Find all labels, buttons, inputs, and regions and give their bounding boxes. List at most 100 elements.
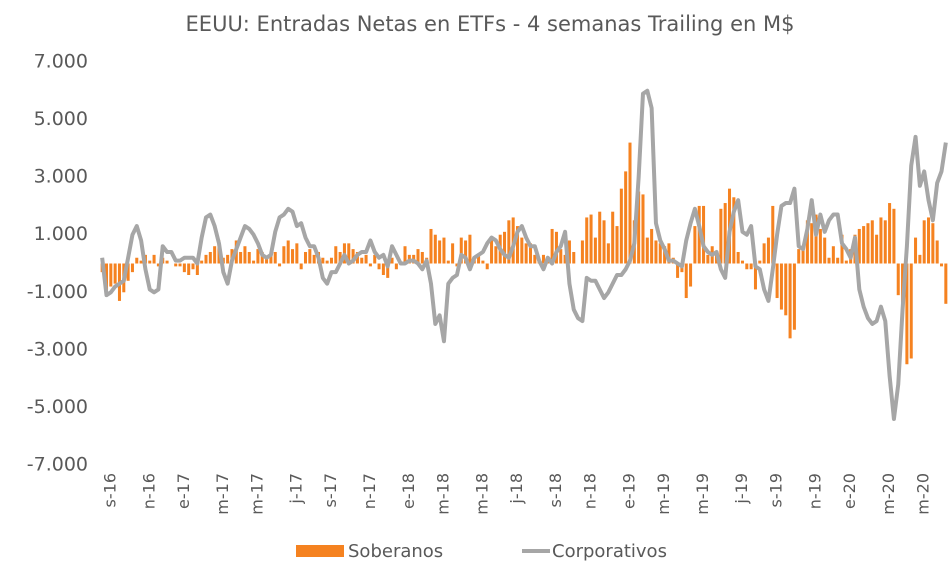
bar (273, 251, 277, 264)
bar (541, 254, 545, 264)
bar (459, 237, 463, 264)
bar (823, 237, 827, 264)
bar (771, 205, 775, 264)
bar (762, 243, 766, 264)
bar (464, 240, 468, 264)
bar (637, 191, 641, 264)
bar (918, 254, 922, 264)
bar (135, 257, 139, 264)
x-tick-label: m-17 (247, 473, 266, 515)
bar (797, 249, 801, 264)
x-tick-label: s-18 (546, 473, 565, 507)
bar (896, 263, 900, 296)
bar (740, 260, 745, 264)
bar (442, 237, 446, 264)
bar (195, 263, 199, 276)
bar (321, 257, 325, 264)
bar (766, 237, 770, 264)
bar (719, 208, 723, 264)
bar (606, 243, 610, 264)
bar (299, 263, 303, 270)
bar (204, 254, 208, 264)
bar (939, 263, 944, 267)
x-tick-label: n-17 (360, 473, 379, 509)
bar (247, 251, 251, 264)
bar (559, 249, 563, 264)
bar (810, 223, 814, 264)
bar (278, 263, 282, 267)
bar (814, 214, 818, 264)
bar (520, 237, 524, 264)
bar (585, 217, 589, 264)
bar (875, 234, 879, 264)
x-tick-label: m-19 (654, 473, 673, 515)
bar (187, 263, 191, 276)
bar (429, 228, 433, 264)
bar (468, 234, 472, 264)
bar (139, 260, 143, 264)
bar (174, 263, 178, 267)
bar (338, 251, 342, 264)
bar (792, 263, 796, 330)
x-tick-label: e-17 (174, 473, 193, 509)
x-tick-label: m-20 (914, 473, 933, 515)
bar (676, 263, 680, 278)
bar (931, 223, 935, 264)
legend-label: Soberanos (348, 541, 443, 562)
bar (650, 228, 654, 264)
x-tick-label: m-20 (879, 473, 898, 515)
bar (615, 226, 619, 264)
y-tick-label: -5.000 (27, 396, 88, 418)
bar (295, 243, 299, 264)
line (100, 88, 948, 421)
bar (178, 263, 182, 267)
bar (312, 254, 316, 264)
bar (200, 260, 204, 264)
y-tick-label: -7.000 (27, 454, 88, 476)
bar (260, 251, 264, 264)
bar (485, 263, 489, 270)
bar (641, 194, 645, 264)
bar (866, 223, 870, 264)
x-tick-label: s-19 (767, 473, 786, 507)
bar (213, 246, 217, 264)
bar (243, 246, 247, 264)
bar (126, 263, 130, 281)
y-tick-label: 7.000 (34, 51, 88, 73)
x-tick-label: s-16 (100, 473, 119, 507)
x-tick-label: m-18 (433, 473, 452, 515)
bar (360, 257, 364, 264)
bar (265, 257, 269, 264)
bar (182, 263, 186, 273)
x-tick-label: e-18 (399, 473, 418, 509)
bar (394, 263, 398, 270)
bar (303, 251, 308, 264)
bar (749, 263, 753, 270)
bar (451, 243, 455, 264)
y-tick-label: 5.000 (34, 108, 88, 130)
bar (654, 240, 658, 264)
bar (619, 188, 623, 264)
bar (191, 263, 195, 270)
x-tick-label: s-17 (321, 473, 340, 507)
bar (109, 263, 113, 287)
bar (836, 257, 840, 264)
bar (927, 217, 931, 264)
bar (152, 254, 156, 264)
bar (291, 249, 295, 264)
legend-swatch (296, 545, 344, 557)
x-tick-label: n-18 (581, 473, 600, 509)
bar (494, 246, 498, 264)
bar (329, 257, 333, 264)
bar (883, 220, 887, 264)
bar (503, 231, 507, 264)
bar (788, 263, 792, 339)
bar (325, 260, 329, 264)
bar (667, 243, 671, 264)
bar (403, 246, 407, 264)
bar (390, 257, 394, 264)
bar (879, 217, 883, 264)
bar (689, 263, 693, 287)
bar (533, 254, 537, 264)
